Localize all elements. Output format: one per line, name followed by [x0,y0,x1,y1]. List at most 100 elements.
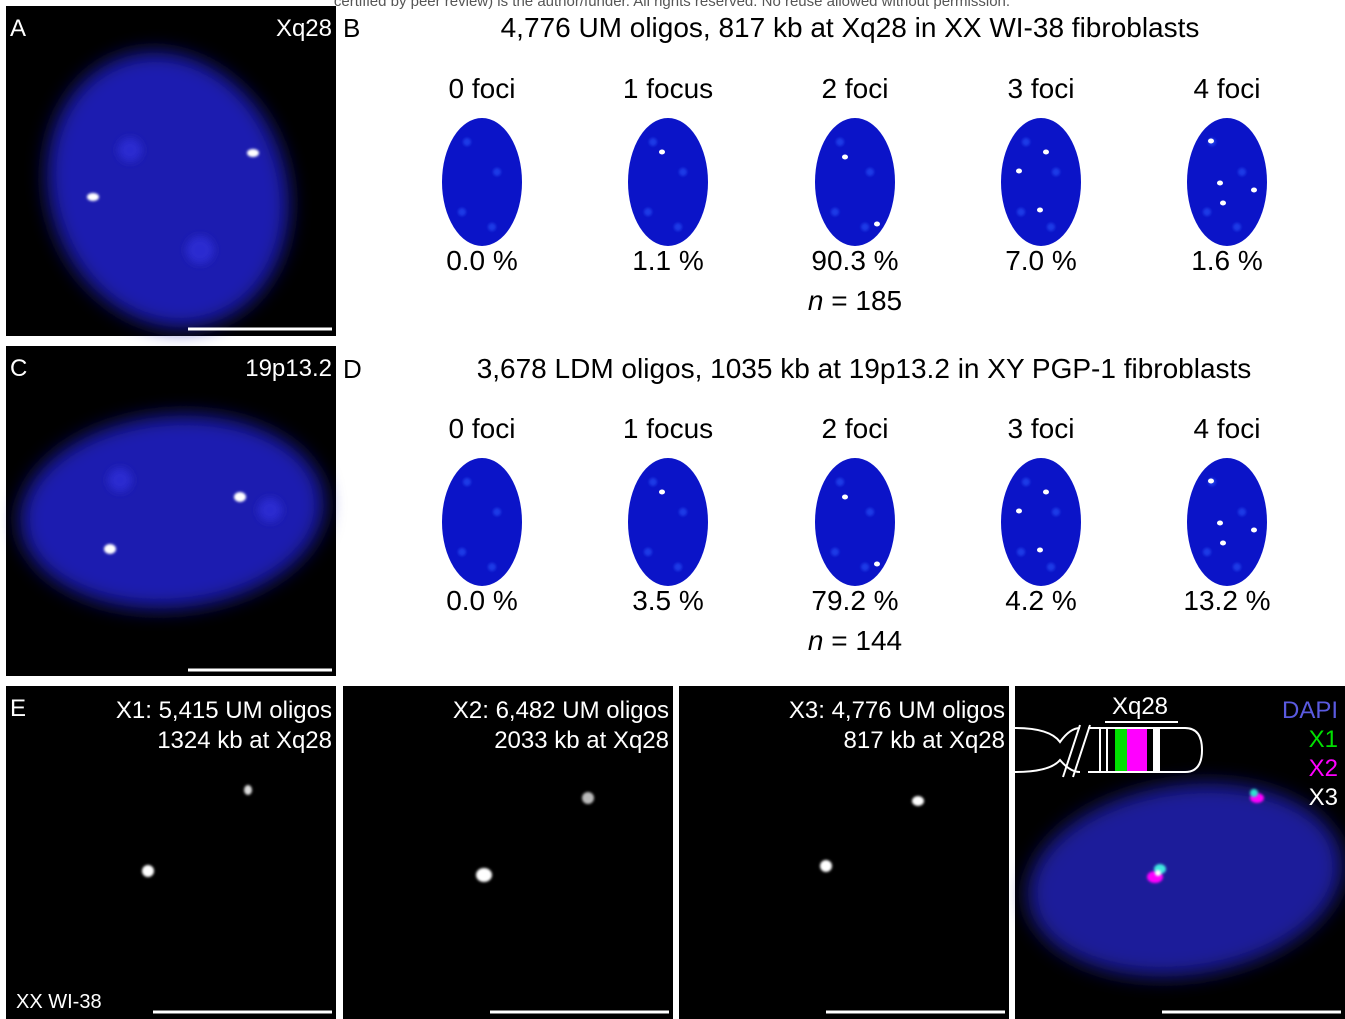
nucleus-spot [1047,223,1055,231]
image-panel [679,686,1009,1019]
focus [476,868,492,882]
focus [1043,149,1049,155]
focus [874,561,880,567]
nucleus-spot [1047,563,1055,571]
focus [1016,168,1022,174]
focus [1251,527,1257,533]
category-label: 4 foci [1194,413,1261,444]
nucleus [20,415,324,609]
category-label: 1 focus [623,413,713,444]
focus [912,796,924,806]
header-text: certified by peer review) is the author/… [334,0,1010,10]
focus [87,193,99,201]
focus [659,149,665,155]
legend-entry: X3 [1309,784,1338,811]
category-label: 1 focus [623,73,713,104]
nucleus-spot [831,548,839,556]
nucleus-spot [1238,168,1246,176]
panel-letter: C [10,355,27,382]
focus [1016,508,1022,514]
image-caption: X3: 4,776 UM oligos [789,697,1005,724]
n-symbol: n [808,285,824,316]
focus [244,785,252,795]
nucleus-schematic [442,458,522,586]
legend-entry: X2 [1309,755,1338,782]
nucleus-spot [458,548,466,556]
category-label: 4 foci [1194,73,1261,104]
focus [582,792,594,804]
focus [1155,870,1161,876]
nucleus-spot [679,508,687,516]
image-caption: 817 kb at Xq28 [844,727,1005,754]
ideogram-band [1153,729,1160,771]
ideogram-label: Xq28 [1112,693,1168,720]
nucleus-schematic [1001,458,1081,586]
focus [1037,547,1043,553]
panel-title: 4,776 UM oligos, 817 kb at Xq28 in XX WI… [501,12,1200,43]
panel-letter: E [10,695,26,722]
nucleus-schematic [815,118,895,246]
focus [1043,489,1049,495]
percent-label: 0.0 % [446,245,518,276]
nucleus-schematic [1187,458,1267,586]
panel-title: 3,678 LDM oligos, 1035 kb at 19p13.2 in … [477,353,1252,384]
nucleus-spot [644,208,652,216]
nucleus-spot [493,168,501,176]
image-caption: X1: 5,415 UM oligos [116,697,332,724]
category-label: 3 foci [1008,413,1075,444]
focus [659,489,665,495]
nucleus-spot [649,478,657,486]
image-panel [6,686,336,1019]
n-label: n = 185 [808,285,902,316]
percent-label: 3.5 % [632,585,704,616]
image-caption: 1324 kb at Xq28 [157,727,332,754]
nucleus-spot [1017,548,1025,556]
focus [820,860,832,872]
focus [1220,200,1226,206]
n-value: = 144 [823,625,902,656]
legend-entry: X1 [1309,726,1338,753]
nucleus-spot [836,478,844,486]
percent-label: 13.2 % [1183,585,1270,616]
panel-letter: D [343,354,362,384]
nucleus-spot [649,138,657,146]
focus [842,494,848,500]
focus [1037,207,1043,213]
ideogram-band [1127,729,1147,771]
n-label: n = 144 [808,625,902,656]
category-label: 0 foci [449,413,516,444]
nucleus-spot [866,508,874,516]
nucleus-spot [1017,208,1025,216]
nucleus-spot [1233,563,1241,571]
nucleus-schematic [815,458,895,586]
focus [842,154,848,160]
nucleus-schematic [1001,118,1081,246]
focus [142,865,154,877]
nucleus-schematic [1187,118,1267,246]
n-symbol: n [808,625,824,656]
nucleus-spot [861,223,869,231]
image-caption: 2033 kb at Xq28 [494,727,669,754]
nucleus-schematic [442,118,522,246]
image-caption: X2: 6,482 UM oligos [453,697,669,724]
percent-label: 4.2 % [1005,585,1077,616]
panel-letter: B [343,13,360,43]
nucleus-spot [1022,478,1030,486]
nucleus-spot [1203,208,1211,216]
nucleus [1027,783,1343,977]
nucleus-spot [1022,138,1030,146]
nucleus-spot [831,208,839,216]
focus [104,544,116,554]
nucleus-spot [488,223,496,231]
nucleus-schematic [628,458,708,586]
nucleus-spot [458,208,466,216]
chromosome-ideogram [1014,721,1204,778]
category-label: 2 foci [822,73,889,104]
sample-label: XX WI-38 [16,991,102,1013]
focus [874,221,880,227]
percent-label: 7.0 % [1005,245,1077,276]
focus [1217,520,1223,526]
focus [1220,540,1226,546]
